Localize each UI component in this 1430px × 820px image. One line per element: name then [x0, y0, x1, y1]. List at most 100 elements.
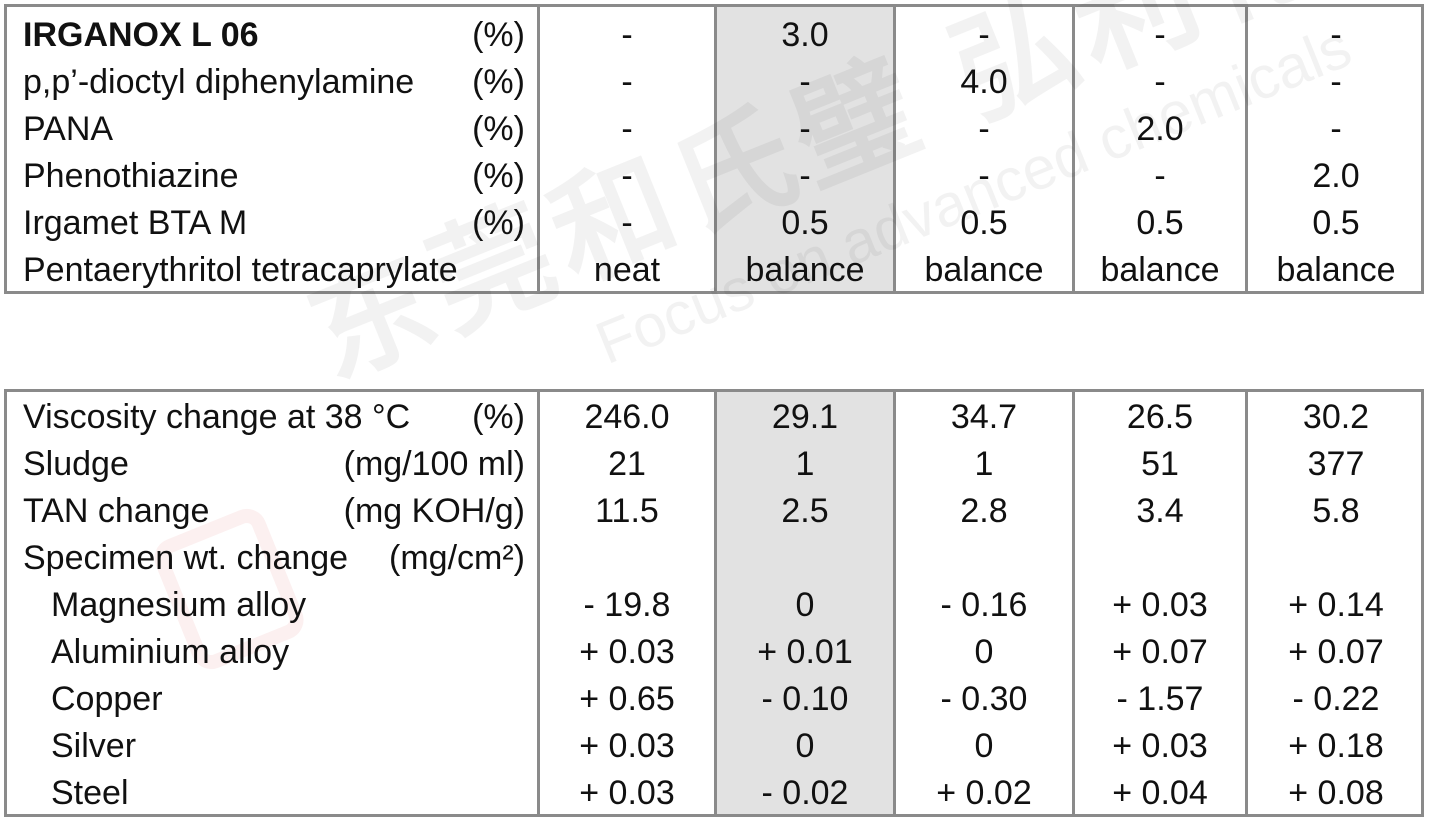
row-unit: (%) [472, 204, 525, 242]
value-cell: + 0.03 [1112, 586, 1208, 624]
value-cell: + 0.01 [757, 633, 853, 671]
table-row: p,p’-dioctyl diphenylamine (%) - - 4.0 - - [7, 59, 1421, 106]
row-label: Magnesium alloy [51, 586, 307, 624]
value-cell: - [621, 16, 633, 54]
row-label: Specimen wt. change [23, 539, 349, 577]
table-row: Specimen wt. change (mg/cm²) [7, 535, 1421, 582]
table-row: Steel + 0.03 - 0.02 + 0.02 + 0.04 + 0.08 [7, 770, 1421, 817]
value-cell: + 0.18 [1288, 727, 1384, 765]
column-divider [1072, 392, 1075, 814]
row-label: Phenothiazine [23, 157, 239, 195]
table-row: Aluminium alloy + 0.03 + 0.01 0 + 0.07 + 0.07 [7, 629, 1421, 676]
results-table: Viscosity change at 38 °C (%) 246.0 29.1 34.… [4, 389, 1424, 817]
value-cell: 0.5 [960, 204, 1008, 242]
value-cell: 30.2 [1302, 398, 1370, 436]
row-label: IRGANOX L 06 [23, 16, 259, 54]
table-row: Pentaerythritol tetracaprylate neat balanc… [7, 247, 1421, 294]
row-unit: (mg/100 ml) [343, 445, 525, 483]
column-divider [1072, 7, 1075, 291]
value-cell: 0 [795, 727, 815, 765]
table-row: Sludge (mg/100 ml) 21 1 1 51 377 [7, 441, 1421, 488]
value-cell: 5.8 [1312, 492, 1360, 530]
value-cell: + 0.04 [1112, 774, 1208, 812]
value-cell [896, 535, 1072, 582]
row-label: Pentaerythritol tetracaprylate [23, 251, 458, 289]
row-label: Steel [51, 774, 129, 812]
row-label: Silver [51, 727, 137, 765]
value-cell: neat [593, 251, 661, 289]
value-cell: - [621, 110, 633, 148]
formulation-table: IRGANOX L 06 (%) -3.0- - - p,p’-dioctyl diphe… [4, 4, 1424, 294]
value-cell: - [621, 63, 633, 101]
value-cell: 11.5 [595, 492, 659, 530]
value-cell: - 0.30 [940, 680, 1028, 718]
row-unit: (%) [472, 157, 525, 195]
table-row: Copper + 0.65 - 0.10 - 0.30 - 1.57 - 0.22 [7, 676, 1421, 723]
value-cell: + 0.03 [579, 727, 675, 765]
value-cell: - [1154, 157, 1166, 195]
value-cell: 2.0 [1136, 110, 1184, 148]
formulation-rows: IRGANOX L 06 (%) -3.0- - - p,p’-dioctyl diphe… [7, 7, 1421, 291]
value-cell: - [621, 157, 633, 195]
highlighted-column [717, 7, 893, 291]
column-divider [537, 392, 540, 814]
row-unit: (%) [472, 398, 525, 436]
table-row: Silver + 0.03 0 0 + 0.03 + 0.18 [7, 723, 1421, 770]
value-cell: 246.0 [584, 398, 670, 436]
value-cell: balance [924, 251, 1044, 289]
value-cell: + 0.08 [1288, 774, 1384, 812]
value-cell: - 0.02 [761, 774, 849, 812]
value-cell: 21 [608, 445, 646, 483]
value-cell: - [1330, 16, 1342, 54]
value-cell: - 1.57 [1116, 680, 1204, 718]
value-cell: - [621, 204, 633, 242]
column-divider [1245, 7, 1248, 291]
value-cell: 0 [974, 633, 994, 671]
value-cell: - [1330, 110, 1342, 148]
table-row: PANA (%) - - - 2.0 - [7, 106, 1421, 153]
row-label: Viscosity change at 38 °C [23, 398, 411, 436]
table-row: IRGANOX L 06 (%) - 3.0 - - - [7, 12, 1421, 59]
value-cell: 29.1 [771, 398, 839, 436]
row-unit: (%) [472, 16, 525, 54]
table-row: Phenothiazine (%) - - - - 2.0 [7, 153, 1421, 200]
value-cell: - 0.16 [940, 586, 1028, 624]
value-cell: - [1154, 16, 1166, 54]
value-cell: - [799, 63, 811, 101]
row-unit: (mg KOH/g) [343, 492, 525, 530]
value-cell: 0.5 [781, 204, 829, 242]
value-cell: - [978, 16, 990, 54]
value-cell: + 0.07 [1288, 633, 1384, 671]
value-cell: - 19.8 [583, 586, 671, 624]
value-cell: balance [1100, 251, 1220, 289]
table-row: Viscosity change at 38 °C (%) 246.0 29.1 34.… [7, 394, 1421, 441]
value-cell: 2.8 [960, 492, 1008, 530]
table-row: Magnesium alloy - 19.8 0 - 0.16 + 0.03 + 0.14 [7, 582, 1421, 629]
column-divider [893, 392, 896, 814]
value-cell: 1 [795, 445, 815, 483]
value-cell: 0.5 [1136, 204, 1184, 242]
value-cell: 377 [1307, 445, 1365, 483]
value-cell: 34.7 [950, 398, 1018, 436]
row-unit: (mg/cm²) [389, 539, 525, 577]
table-row: TAN change (mg KOH/g) 11.5 2.5 2.8 3.4 5.8 [7, 488, 1421, 535]
value-cell: + 0.03 [579, 774, 675, 812]
value-cell: + 0.03 [579, 633, 675, 671]
value-cell [1248, 535, 1424, 582]
column-divider [714, 392, 717, 814]
value-cell: 0 [974, 727, 994, 765]
value-cell [540, 535, 714, 582]
row-unit: (%) [472, 63, 525, 101]
value-cell: 3.0 [781, 16, 829, 54]
value-cell: 3.4 [1136, 492, 1184, 530]
value-cell: 4.0 [960, 63, 1008, 101]
value-cell: - [799, 110, 811, 148]
row-label: TAN change [23, 492, 210, 530]
value-cell: - [1330, 63, 1342, 101]
results-rows: Viscosity change at 38 °C (%) 246.0 29.1 34.… [7, 392, 1421, 814]
value-cell: + 0.65 [579, 680, 675, 718]
value-cell: + 0.14 [1288, 586, 1384, 624]
value-cell: + 0.03 [1112, 727, 1208, 765]
value-cell: 51 [1141, 445, 1179, 483]
value-cell: balance [745, 251, 865, 289]
